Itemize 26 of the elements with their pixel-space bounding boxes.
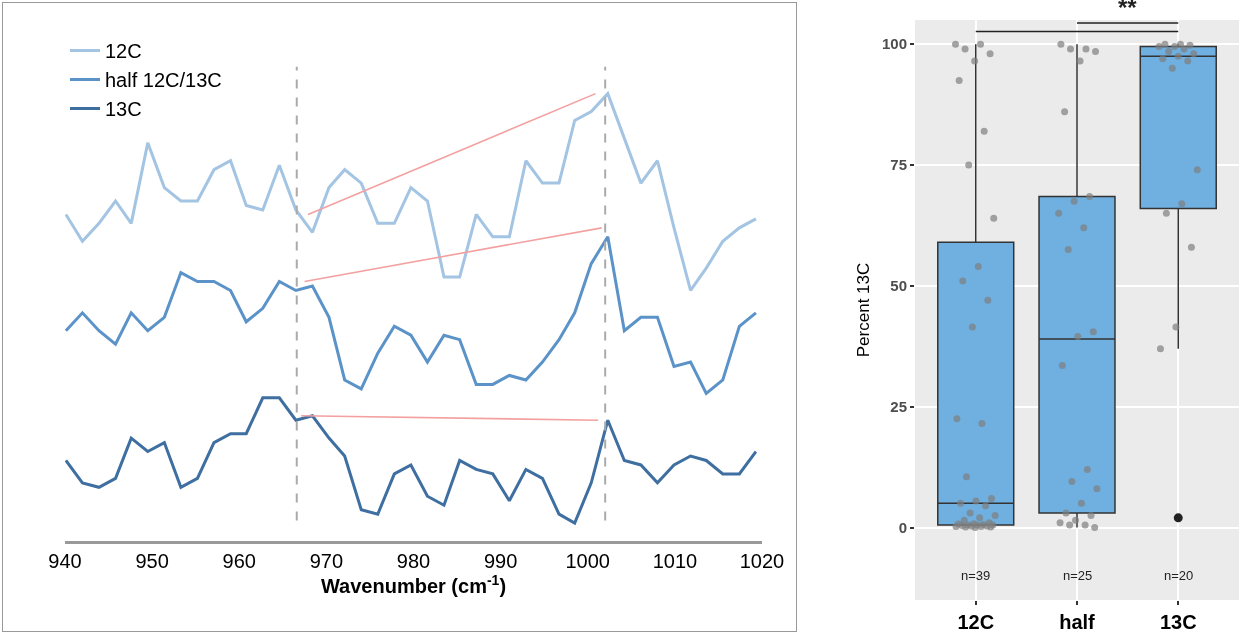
x-axis-title: Wavenumber (cm$^{-1}$) xyxy=(320,572,507,598)
legend-label: 12C xyxy=(105,40,142,63)
y-tick-label: 100 xyxy=(881,35,907,53)
x-tick-label: 940 xyxy=(48,550,82,572)
x-tick-label: 950 xyxy=(135,550,169,572)
x-tick-label: half xyxy=(1059,611,1096,633)
legend-label: half 12C/13C xyxy=(105,69,222,92)
annotation: n=39 xyxy=(961,568,991,583)
x-tick-label: 1000 xyxy=(565,550,610,572)
x-tick-label: 13C xyxy=(1159,611,1197,633)
y-tick-label: 75 xyxy=(890,156,907,174)
annotation: n=20 xyxy=(1164,568,1194,583)
x-tick-label: 960 xyxy=(222,550,256,572)
x-tick-label: 12C xyxy=(957,611,995,633)
x-tick-label: 990 xyxy=(483,550,518,572)
x-tick-label: 980 xyxy=(396,550,431,572)
x-tick-label: 1020 xyxy=(739,550,785,572)
y-tick-label: 50 xyxy=(890,277,907,295)
annotation: ** xyxy=(1118,0,1138,21)
annotation: n=25 xyxy=(1063,568,1093,583)
y-tick-label: 25 xyxy=(890,397,907,415)
y-tick-label: 0 xyxy=(898,518,907,536)
legend-label: 13C xyxy=(105,98,142,121)
y-axis-title: Percent 13C xyxy=(853,262,873,358)
x-tick-label: 1010 xyxy=(652,550,698,572)
x-tick-label: 970 xyxy=(309,550,344,572)
